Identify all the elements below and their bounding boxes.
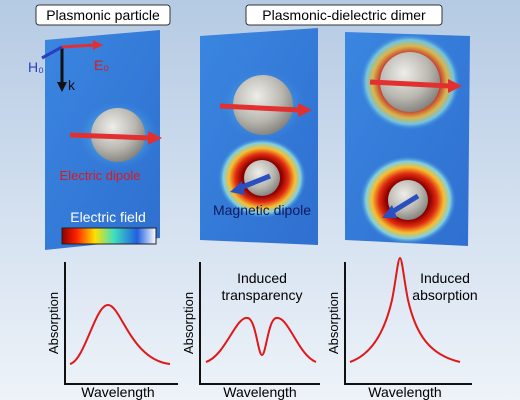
dipole-arrow xyxy=(239,173,271,191)
title: Plasmonic particle xyxy=(46,7,160,23)
arrow-head xyxy=(148,131,162,145)
dipole-label: Electric dipole xyxy=(60,168,141,183)
annotation: transparency xyxy=(222,287,303,303)
x-label: Wavelength xyxy=(81,384,154,400)
axes xyxy=(64,262,178,385)
dipole-arrow xyxy=(69,132,151,141)
annotation: Induced xyxy=(420,270,470,286)
x-label: Wavelength xyxy=(223,384,296,400)
arrow-head xyxy=(298,103,312,117)
y-label: Absorption xyxy=(181,292,196,354)
arrow-head xyxy=(57,82,67,92)
annotation: Induced xyxy=(237,270,287,286)
arrow-head xyxy=(93,40,103,50)
k-label: k xyxy=(68,77,76,93)
dipole-arrow xyxy=(369,79,451,89)
dipole-arrow xyxy=(219,103,301,113)
title: Plasmonic-dielectric dimer xyxy=(262,7,426,23)
dipole-arrow xyxy=(390,193,420,215)
dipole-label: Magnetic dipole xyxy=(213,202,311,218)
colorbar-label: Electric field xyxy=(70,209,145,225)
y-label: Absorption xyxy=(46,292,61,354)
title-box xyxy=(35,4,171,26)
particle xyxy=(233,75,293,135)
colorbar xyxy=(61,227,157,245)
x-label: Wavelength xyxy=(368,384,441,400)
axes xyxy=(199,262,320,385)
curve xyxy=(349,256,461,363)
h-arrow xyxy=(41,45,63,60)
e-label: E₀ xyxy=(94,57,109,73)
title-box xyxy=(245,4,443,26)
arrow-head xyxy=(230,181,245,195)
axes xyxy=(344,262,472,385)
e-arrow xyxy=(61,43,96,49)
annotation: absorption xyxy=(412,287,477,303)
y-label: Absorption xyxy=(326,292,341,354)
curve xyxy=(205,316,317,363)
arrow-head xyxy=(382,205,397,218)
arrow-head xyxy=(448,79,462,93)
curve xyxy=(69,303,171,365)
h-label: H₀ xyxy=(28,59,44,75)
